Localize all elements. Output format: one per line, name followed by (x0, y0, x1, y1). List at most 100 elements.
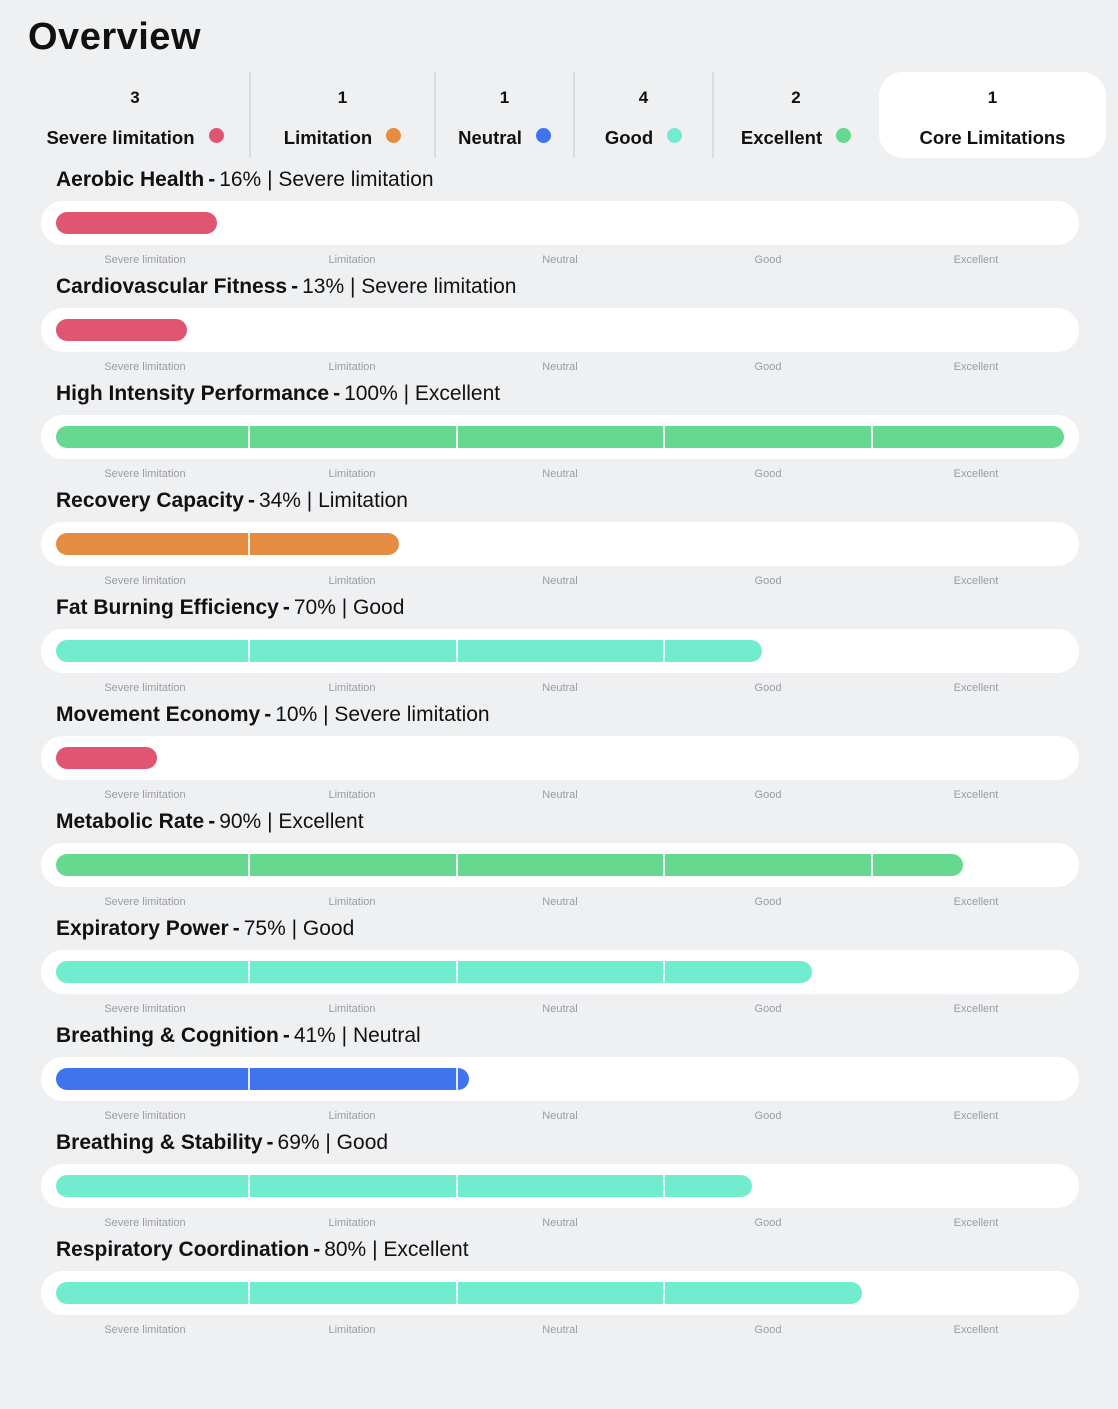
progress-fill (56, 533, 399, 555)
summary-label: Severe limitation (46, 127, 195, 148)
scale-label: Neutral (542, 575, 578, 587)
scale-label: Limitation (328, 1003, 376, 1015)
metric-value: 90% | Excellent (219, 810, 364, 833)
segment-divider (248, 1175, 250, 1197)
metric-separator: - (208, 810, 216, 833)
summary-tab-limitation[interactable]: 1 Limitation (250, 72, 436, 158)
segment-divider (456, 640, 458, 662)
metric-name: Breathing & Stability (56, 1131, 263, 1154)
progress-track (41, 950, 1079, 994)
metric-title: Recovery Capacity -34% | Limitation (56, 489, 408, 513)
scale-label: Excellent (953, 361, 999, 373)
scale-label: Good (754, 1110, 782, 1122)
scale-label: Severe limitation (104, 1217, 186, 1229)
summary-tab-excellent[interactable]: 2 Excellent (713, 72, 879, 158)
progress-track (41, 1164, 1079, 1208)
progress-track (41, 201, 1079, 245)
metric-value: 100% | Excellent (344, 382, 501, 405)
progress-track (41, 629, 1079, 673)
metric-title: Breathing & Stability -69% | Good (56, 1131, 388, 1155)
scale-label: Limitation (328, 682, 376, 694)
progress-track (41, 1271, 1079, 1315)
metric-separator: - (282, 596, 290, 619)
metric-row: Movement Economy -10% | Severe limitation… (0, 703, 1118, 810)
scale-label: Good (754, 361, 782, 373)
metric-value: 75% | Good (243, 917, 355, 940)
segment-divider (456, 426, 458, 448)
summary-label: Good (604, 127, 654, 148)
scale-label: Limitation (328, 361, 376, 373)
scale-label: Neutral (542, 682, 578, 694)
progress-fill (56, 1175, 752, 1197)
metric-row: Cardiovascular Fitness -13% | Severe limi… (0, 275, 1118, 382)
segment-divider (248, 854, 250, 876)
status-dot-icon (836, 128, 852, 143)
scale-label: Severe limitation (104, 468, 186, 480)
segment-divider (871, 854, 873, 876)
metric-name: High Intensity Performance (56, 382, 330, 405)
scale-label: Limitation (328, 575, 376, 587)
segment-divider (248, 533, 250, 555)
status-dot-icon (535, 128, 551, 143)
metric-name: Breathing & Cognition (56, 1024, 279, 1047)
segment-divider (248, 640, 250, 662)
summary-count: 1 (499, 88, 510, 107)
summary-label: Core Limitations (919, 127, 1066, 148)
summary-count: 3 (130, 88, 140, 107)
scale-label: Excellent (953, 789, 999, 801)
segment-divider (248, 426, 250, 448)
metric-name: Expiratory Power (56, 917, 229, 940)
summary-tab-good[interactable]: 4 Good (574, 72, 714, 158)
metric-separator: - (313, 1238, 321, 1261)
scale-label: Excellent (953, 254, 999, 266)
scale-label: Excellent (953, 896, 999, 908)
scale-label: Neutral (542, 468, 578, 480)
metric-title: Cardiovascular Fitness -13% | Severe limi… (56, 275, 516, 299)
progress-fill (56, 319, 187, 341)
scale-label: Neutral (542, 361, 578, 373)
metric-value: 10% | Severe limitation (275, 703, 490, 726)
summary-tab-neutral[interactable]: 1 Neutral (435, 72, 575, 158)
metric-row: Fat Burning Efficiency -70% | Good Severe … (0, 596, 1118, 703)
status-dot-icon (667, 128, 683, 143)
segment-divider (663, 426, 665, 448)
summary-tab-severe-limitation[interactable]: 3 Severe limitation (20, 72, 251, 158)
metric-value: 41% | Neutral (293, 1024, 421, 1047)
scale-label: Severe limitation (104, 1110, 186, 1122)
scale-label: Severe limitation (104, 361, 186, 373)
progress-fill (56, 1282, 862, 1304)
segment-divider (663, 961, 665, 983)
metric-separator: - (291, 275, 299, 298)
segment-divider (663, 1282, 665, 1304)
scale-label: Neutral (542, 1217, 578, 1229)
scale-label: Good (754, 1217, 782, 1229)
summary-tab-core-limitations[interactable]: 1 Core Limitations (879, 72, 1106, 158)
progress-track (41, 308, 1079, 352)
summary-count: 1 (337, 88, 348, 107)
metric-row: Breathing & Cognition -41% | Neutral Sever… (0, 1024, 1118, 1131)
metric-title: Fat Burning Efficiency -70% | Good (56, 596, 404, 620)
segment-divider (663, 640, 665, 662)
metric-name: Aerobic Health (56, 168, 205, 191)
summary-label: Neutral (458, 127, 522, 148)
metric-separator: - (282, 1024, 290, 1047)
scale-label: Good (754, 789, 782, 801)
progress-fill (56, 747, 157, 769)
scale-label: Limitation (328, 1324, 376, 1336)
scale-label: Severe limitation (104, 254, 186, 266)
metric-name: Movement Economy (56, 703, 261, 726)
segment-divider (871, 426, 873, 448)
status-dot-icon (208, 128, 224, 143)
summary-label: Limitation (283, 127, 373, 148)
metric-title: Breathing & Cognition -41% | Neutral (56, 1024, 421, 1048)
scale-label: Excellent (953, 1110, 999, 1122)
metric-separator: - (232, 917, 240, 940)
summary-count: 2 (791, 88, 801, 107)
scale-label: Severe limitation (104, 1324, 186, 1336)
progress-track (41, 843, 1079, 887)
scale-label: Excellent (953, 1217, 999, 1229)
scale-label: Good (754, 1324, 782, 1336)
progress-track (41, 522, 1079, 566)
metric-row: Expiratory Power -75% | Good Severe limita… (0, 917, 1118, 1024)
metric-separator: - (333, 382, 341, 405)
